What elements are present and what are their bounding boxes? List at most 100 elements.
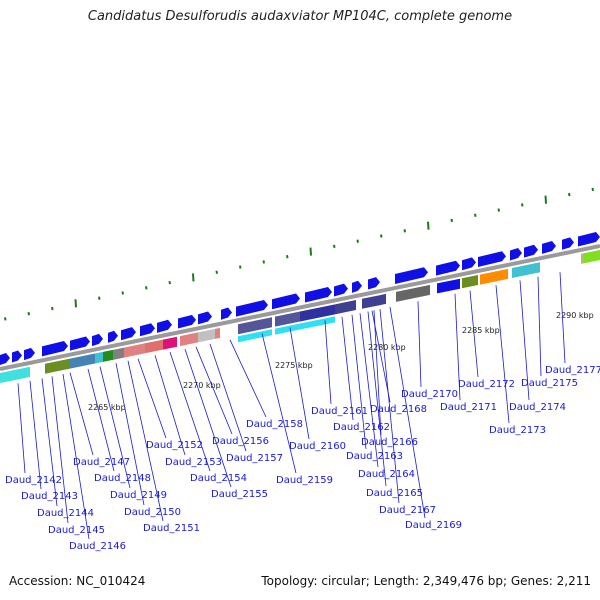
kbp-scale-labels: 2265 kbp 2270 kbp 2275 kbp 2280 kbp 2285 kbp… [88, 311, 594, 412]
outer-tick-marks [4, 187, 594, 321]
gene-leader-line [29, 380, 42, 490]
gene-leader-line [51, 376, 69, 524]
cds-arrow [562, 237, 574, 250]
gene-label: Daud_2177 [545, 365, 600, 376]
gene-leader-line [184, 348, 232, 488]
tick-mark [309, 247, 312, 256]
gene-label: Daud_2154 [190, 473, 247, 484]
feature-block [396, 284, 430, 302]
cds-arrow [178, 314, 196, 329]
gene-label: Daud_2157 [226, 453, 283, 464]
gene-leader-line [367, 311, 387, 487]
gene-leader-line [137, 358, 167, 439]
cds-arrow [272, 293, 300, 310]
accession-text: Accession: NC_010424 [9, 574, 146, 588]
gene-leader-line [537, 276, 542, 377]
feature-block [345, 300, 356, 313]
gene-leader-line [289, 327, 310, 440]
gene-features [0, 232, 600, 383]
gene-label: Daud_2144 [37, 508, 94, 519]
feature-block [462, 275, 478, 289]
cds-arrow [0, 352, 10, 365]
cds-arrow [198, 311, 212, 325]
tick-mark [27, 312, 30, 316]
tick-mark [168, 280, 171, 285]
backbone-line [0, 244, 600, 371]
tick-mark [474, 213, 477, 217]
feature-block [45, 358, 70, 374]
cds-arrow [352, 280, 362, 293]
feature-block [10, 366, 30, 381]
gene-leader-line [17, 383, 26, 474]
gene-leader-line [69, 372, 94, 456]
tick-mark [544, 195, 547, 204]
gene-label: Daud_2153 [165, 457, 222, 468]
cds-arrow [12, 350, 22, 363]
gene-label: Daud_2169 [405, 520, 462, 531]
feature-strip [238, 329, 272, 343]
gene-label: Daud_2145 [48, 525, 105, 536]
gene-label: Daud_2149 [110, 490, 167, 501]
gene-leader-line [99, 366, 131, 489]
tick-mark [239, 265, 242, 269]
feature-block [512, 262, 540, 279]
kbp-label: 2290 kbp [556, 311, 594, 320]
gene-leader-line [195, 346, 233, 435]
tick-mark [145, 286, 148, 290]
cds-arrow [305, 286, 332, 303]
gene-label: Daud_2165 [366, 488, 423, 499]
tick-mark [333, 244, 336, 249]
tick-mark [286, 255, 289, 259]
feature-block [335, 302, 345, 315]
feature-block [95, 351, 103, 364]
gene-leader-line [351, 314, 367, 450]
feature-block [584, 250, 600, 264]
tick-mark [380, 234, 383, 238]
gene-label: Daud_2158 [246, 419, 303, 430]
tick-mark [74, 299, 77, 308]
gene-label: Daud_2147 [73, 457, 130, 468]
gene-label: Daud_2146 [69, 541, 126, 552]
gene-leader-line [87, 368, 115, 472]
cds-arrow [395, 267, 428, 285]
gene-label: Daud_2155 [211, 489, 268, 500]
gene-leader-line [41, 378, 58, 507]
gene-label: Daud_2174 [509, 402, 566, 413]
gene-label: Daud_2161 [311, 406, 368, 417]
tick-mark [450, 218, 453, 223]
gene-label: Daud_2143 [21, 491, 78, 502]
cds-arrow [236, 300, 268, 317]
cds-arrow [334, 283, 348, 297]
gene-label: Daud_2162 [333, 422, 390, 433]
feature-block [362, 293, 386, 309]
gene-labels: Daud_2142 Daud_2143 Daud_2144 Daud_2145 Daud… [5, 272, 600, 552]
gene-label: Daud_2150 [124, 507, 181, 518]
gene-leader-line [127, 360, 164, 522]
cds-arrow [542, 241, 556, 254]
feature-strip [275, 316, 335, 335]
gene-label: Daud_2168 [370, 404, 427, 415]
map-title: Candidatus Desulforudis audaxviator MP10… [87, 9, 513, 24]
kbp-label: 2265 kbp [88, 403, 126, 412]
tick-mark [4, 317, 7, 321]
feature-block [103, 349, 113, 362]
cds-arrow [92, 333, 103, 347]
gene-label: Daud_2166 [361, 437, 418, 448]
gene-leader-line [373, 310, 382, 436]
kbp-label: 2280 kbp [368, 343, 406, 352]
cds-arrow [108, 330, 118, 343]
feature-block [275, 311, 300, 327]
cds-arrow [524, 244, 538, 258]
kbp-label: 2270 kbp [183, 381, 221, 390]
feature-block [113, 347, 124, 360]
feature-block [163, 336, 177, 350]
gene-leader-line [519, 280, 530, 401]
gene-label: Daud_2148 [94, 473, 151, 484]
topology-info-text: Topology: circular; Length: 2,349,476 bp… [261, 574, 591, 588]
gene-leader-line [154, 355, 186, 456]
cds-arrow [578, 232, 600, 247]
genome-backbone [0, 244, 600, 371]
gene-label: Daud_2160 [289, 441, 346, 452]
gene-leader-line [229, 339, 267, 418]
cds-arrow [478, 251, 506, 268]
